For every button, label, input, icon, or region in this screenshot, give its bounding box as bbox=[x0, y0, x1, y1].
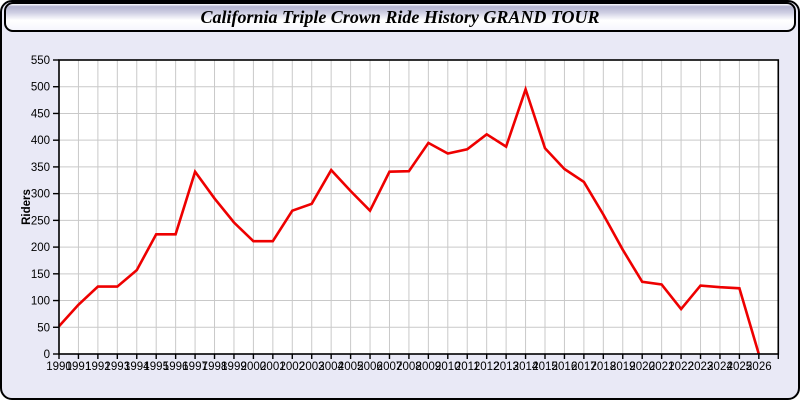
x-tick-label: 1991 bbox=[66, 361, 92, 373]
x-tick-label: 1998 bbox=[202, 361, 228, 373]
x-tick-label: 2008 bbox=[396, 361, 422, 373]
x-tick-label: 1992 bbox=[85, 361, 111, 373]
x-tick-label: 2019 bbox=[610, 361, 636, 373]
x-tick-label: 2025 bbox=[727, 361, 753, 373]
y-tick-label: 250 bbox=[31, 215, 50, 227]
y-tick-label: 150 bbox=[31, 269, 50, 281]
x-tick-label: 2011 bbox=[455, 361, 480, 373]
x-tick-label: 1995 bbox=[143, 361, 169, 373]
y-tick-label: 350 bbox=[31, 162, 50, 174]
x-tick-label: 2002 bbox=[279, 361, 305, 373]
x-tick-label: 1999 bbox=[221, 361, 247, 373]
x-tick-label: 2007 bbox=[377, 361, 403, 373]
x-tick-label: 2024 bbox=[707, 361, 733, 373]
plot-area bbox=[59, 60, 779, 354]
x-tick-label: 1993 bbox=[105, 361, 131, 373]
y-tick-label: 500 bbox=[31, 82, 50, 94]
x-tick-label: 2012 bbox=[474, 361, 500, 373]
x-tick-label: 1990 bbox=[46, 361, 72, 373]
x-tick-label: 2004 bbox=[318, 361, 344, 373]
x-tick-label: 2023 bbox=[688, 361, 714, 373]
x-tick-label: 2020 bbox=[629, 361, 655, 373]
x-tick-label: 2022 bbox=[668, 361, 694, 373]
x-tick-label: 1996 bbox=[163, 361, 189, 373]
plot-border bbox=[58, 59, 780, 355]
y-tick-label: 550 bbox=[31, 55, 50, 67]
window-title: California Triple Crown Ride History GRA… bbox=[200, 6, 600, 27]
y-tick-label: 100 bbox=[31, 296, 50, 308]
x-tick-label: 2021 bbox=[649, 361, 675, 373]
x-tick-label: 2000 bbox=[241, 361, 267, 373]
y-tick-label: 200 bbox=[31, 242, 50, 254]
x-tick-label: 2017 bbox=[571, 361, 597, 373]
x-tick-label: 2013 bbox=[493, 361, 519, 373]
riders-series-line bbox=[58, 85, 761, 355]
x-tick-label: 1997 bbox=[182, 361, 208, 373]
x-tick-label: 2003 bbox=[299, 361, 325, 373]
x-tick-label: 2009 bbox=[416, 361, 442, 373]
y-tick-label: 300 bbox=[31, 189, 50, 201]
y-tick-label: 50 bbox=[37, 322, 50, 334]
x-tick-label: 2016 bbox=[552, 361, 578, 373]
y-axis-title: Riders bbox=[21, 189, 33, 225]
x-tick-label: 2014 bbox=[513, 361, 539, 373]
chart-canvas: 0501001502002503003504004505005501990199… bbox=[21, 55, 780, 373]
x-tick-label: 2015 bbox=[532, 361, 558, 373]
y-tick-label: 400 bbox=[31, 135, 50, 147]
title-bar: California Triple Crown Ride History GRA… bbox=[4, 2, 796, 32]
x-tick-label: 2001 bbox=[260, 361, 286, 373]
x-tick-label: 2010 bbox=[435, 361, 461, 373]
x-tick-label: 2006 bbox=[357, 361, 383, 373]
ride-history-chart: 0 50 100 150 200 250 300 350 400 450 500 550 1990 199… bbox=[2, 38, 798, 398]
x-tick-label: 1994 bbox=[124, 361, 150, 373]
y-tick-label: 450 bbox=[31, 108, 50, 120]
x-tick-label: 2005 bbox=[338, 361, 364, 373]
x-tick-label: 2018 bbox=[591, 361, 617, 373]
x-tick-label: 2026 bbox=[746, 361, 772, 373]
y-tick-label: 0 bbox=[44, 349, 50, 361]
